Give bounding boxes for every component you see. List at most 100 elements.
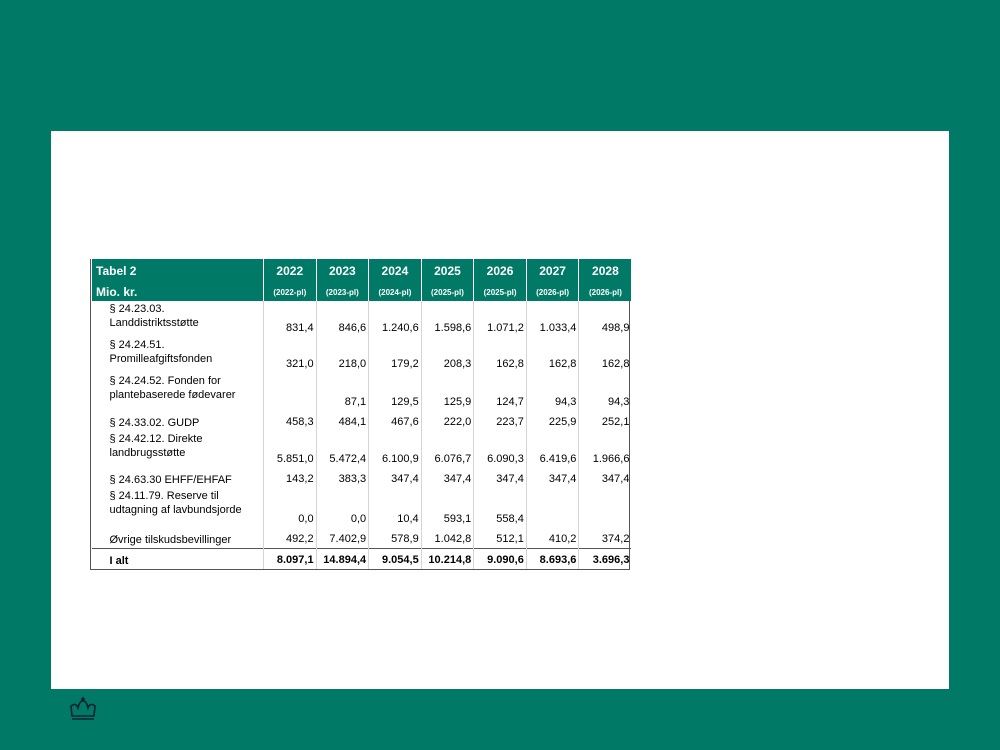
price-level-header: (2025-pl) [420, 283, 474, 301]
value-cell: 179,2 [368, 337, 422, 373]
value-cell: 125,9 [420, 373, 474, 411]
total-value-cell: 9.090,6 [473, 547, 527, 569]
value-cell: 347,4 [420, 468, 474, 488]
value-cell: 484,1 [315, 411, 369, 431]
value-cell: 129,5 [368, 373, 422, 411]
total-row: I alt 8.097,1 14.894,4 9.054,5 10.214,8 9.090… [91, 547, 632, 569]
total-value-cell: 14.894,4 [315, 547, 369, 569]
row-label-line: § 24.33.02. GUDP [109, 417, 200, 429]
table-row: § 24.24.51. Promilleafgiftsfonden 321,0 218… [92, 337, 632, 373]
value-cell: 1.966,6 [578, 431, 632, 468]
total-value-cell: 10.214,8 [420, 547, 474, 569]
row-label-line: § 24.11.79. Reserve til [109, 490, 219, 502]
value-cell: 218,0 [315, 337, 369, 373]
value-cell: 94,3 [578, 373, 632, 411]
value-cell: 831,4 [263, 301, 317, 337]
total-value-cell: 9.054,5 [368, 547, 422, 569]
price-level-header: (2023-pl) [315, 283, 369, 301]
total-value-cell: 8.097,1 [263, 547, 317, 569]
value-cell: 492,2 [263, 528, 317, 548]
value-cell: 347,4 [473, 468, 527, 488]
value-cell: 225,9 [525, 411, 579, 431]
value-cell: 383,3 [315, 468, 369, 488]
value-cell: 347,4 [368, 468, 422, 488]
table-row: Øvrige tilskudsbevillinger 492,2 7.402,9 57… [92, 528, 632, 548]
price-level-header: (2024-pl) [368, 283, 422, 301]
row-label: § 24.24.51. Promilleafgiftsfonden [92, 337, 264, 373]
value-cell: 512,1 [473, 528, 527, 548]
unit-label: Mio. kr. [91, 283, 264, 301]
table-body: § 24.23.03. Landdistriktsstøtte 831,4 846,6… [91, 301, 632, 569]
year-header: 2022 [263, 259, 317, 283]
value-cell: 374,2 [578, 528, 632, 548]
row-label-line: § 24.42.12. Direkte [109, 433, 203, 445]
row-label: § 24.24.52. Fonden for plantebaserede fød… [92, 373, 264, 411]
value-cell: 87,1 [315, 373, 369, 411]
price-level-header: (2022-pl) [263, 283, 317, 301]
budget-table: Tabel 2 2022 2023 2024 2025 2026 2027 20… [91, 259, 632, 569]
price-level-header: (2026-pl) [578, 283, 632, 301]
price-level-header: (2026-pl) [525, 283, 579, 301]
value-cell: 458,3 [263, 411, 317, 431]
value-cell: 94,3 [525, 373, 579, 411]
row-label: § 24.23.03. Landdistriktsstøtte [92, 301, 264, 337]
value-cell: 6.419,6 [525, 431, 579, 468]
value-cell: 5.851,0 [263, 431, 317, 468]
row-label: § 24.42.12. Direkte landbrugsstøtte [92, 431, 264, 468]
value-cell: 143,2 [263, 468, 317, 488]
value-cell: 162,8 [578, 337, 632, 373]
value-cell: 347,4 [578, 468, 632, 488]
value-cell: 208,3 [420, 337, 474, 373]
table-row: § 24.23.03. Landdistriktsstøtte 831,4 846,6… [92, 301, 632, 337]
year-header: 2024 [368, 259, 422, 283]
value-cell: 0,0 [263, 488, 317, 528]
year-header: 2023 [315, 259, 369, 283]
value-cell: 7.402,9 [315, 528, 369, 548]
value-cell: 467,6 [368, 411, 422, 431]
table-row: § 24.11.79. Reserve til udtagning af lavb… [92, 488, 632, 528]
row-label-line: plantebaserede fødevarer [109, 389, 236, 401]
value-cell: 0,0 [315, 488, 369, 528]
value-cell: 1.042,8 [420, 528, 474, 548]
header-row-price-level: Mio. kr. (2022-pl) (2023-pl) (2024-pl) (… [91, 283, 632, 301]
value-cell: 1.240,6 [368, 301, 422, 337]
value-cell: 578,9 [368, 528, 422, 548]
value-cell: 6.076,7 [420, 431, 474, 468]
value-cell: 6.100,9 [368, 431, 422, 468]
row-label-line: § 24.24.51. [109, 339, 165, 351]
row-label: § 24.33.02. GUDP [92, 411, 264, 431]
value-cell: 222,0 [420, 411, 474, 431]
value-cell: 410,2 [525, 528, 579, 548]
value-cell: 223,7 [473, 411, 527, 431]
table-title: Tabel 2 [91, 259, 264, 283]
row-label: Øvrige tilskudsbevillinger [92, 528, 264, 548]
row-label: § 24.63.30 EHFF/EHFAF [92, 468, 264, 488]
row-label: § 24.11.79. Reserve til udtagning af lavb… [92, 488, 264, 528]
year-header: 2028 [578, 259, 632, 283]
price-level-header: (2025-pl) [473, 283, 527, 301]
table-row: § 24.33.02. GUDP 458,3 484,1 467,6 222,0 223,… [92, 411, 632, 431]
total-label: I alt [91, 547, 264, 569]
budget-table-container: Tabel 2 2022 2023 2024 2025 2026 2027 20… [90, 259, 632, 570]
value-cell: 162,8 [473, 337, 527, 373]
value-cell: 846,6 [315, 301, 369, 337]
value-cell: 1.598,6 [420, 301, 474, 337]
row-label-line: landbrugsstøtte [109, 447, 186, 459]
year-header: 2026 [473, 259, 527, 283]
crown-icon [70, 697, 96, 720]
row-label-line: Promilleafgiftsfonden [109, 353, 213, 365]
total-value-cell: 3.696,3 [578, 547, 632, 569]
total-value-cell: 8.693,6 [525, 547, 579, 569]
row-label-line: § 24.23.03. [109, 303, 165, 315]
value-cell [263, 373, 317, 411]
table-row: § 24.24.52. Fonden for plantebaserede fød… [92, 373, 632, 411]
row-label-line: Øvrige tilskudsbevillinger [109, 533, 232, 546]
budget-table-frame: Tabel 2 2022 2023 2024 2025 2026 2027 20… [90, 259, 632, 570]
year-header: 2025 [420, 259, 474, 283]
value-cell: 593,1 [420, 488, 474, 528]
value-cell: 321,0 [263, 337, 317, 373]
value-cell [578, 488, 632, 528]
row-label-line: § 24.24.52. Fonden for [109, 375, 221, 387]
row-label-line: udtagning af lavbundsjorde [109, 504, 242, 516]
value-cell: 162,8 [525, 337, 579, 373]
